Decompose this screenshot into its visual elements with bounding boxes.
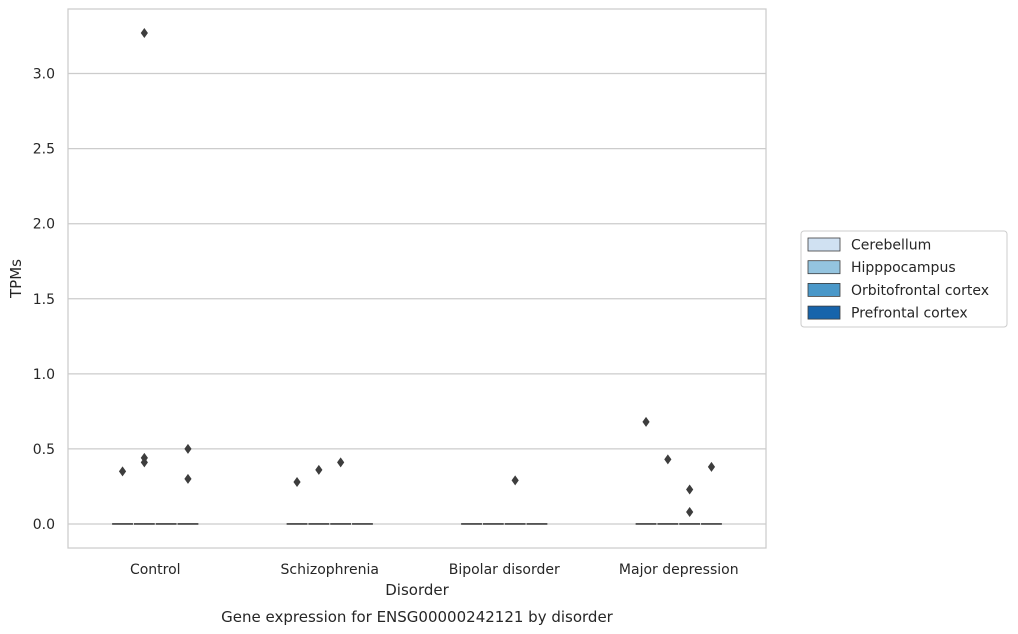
- x-tick-label: Control: [130, 562, 181, 578]
- outlier-point: [642, 416, 650, 427]
- outlier-point: [118, 466, 127, 477]
- legend: Cerebellum Hipppocampus Orbitofrontal cort…: [800, 230, 1008, 328]
- outlier-point: [707, 461, 716, 472]
- y-tick-label: 0.0: [33, 517, 55, 533]
- y-tick-label: 1.5: [33, 292, 55, 308]
- legend-label: Prefrontal cortex: [851, 306, 968, 322]
- x-tick-label: Bipolar disorder: [449, 562, 560, 578]
- y-tick-label: 1.0: [33, 367, 55, 383]
- x-axis-title: Disorder: [385, 581, 449, 599]
- legend-swatch: [807, 282, 841, 297]
- x-tick-label: Schizophrenia: [281, 562, 379, 578]
- legend-swatch: [807, 237, 841, 252]
- outlier-layer: [118, 28, 716, 517]
- y-axis-title: TPMs: [7, 259, 25, 299]
- legend-label: Hipppocampus: [851, 260, 956, 276]
- plot-frame: [67, 8, 767, 549]
- y-tick-label: 2.5: [33, 142, 55, 158]
- legend-swatch: [807, 305, 841, 320]
- outlier-point: [140, 452, 148, 463]
- outlier-point: [664, 454, 672, 465]
- y-tick-label: 0.5: [33, 442, 55, 458]
- outlier-point: [511, 475, 519, 486]
- y-tick-label: 2.0: [33, 217, 55, 233]
- legend-label: Cerebellum: [851, 238, 931, 254]
- x-tick-labels: Control Schizophrenia Bipolar disorder Majo…: [130, 562, 739, 578]
- outlier-point: [337, 457, 345, 468]
- y-tick-label: 3.0: [33, 67, 55, 83]
- outlier-point: [293, 476, 301, 487]
- grid-lines: [68, 72, 766, 525]
- x-tick-label: Major depression: [619, 562, 739, 578]
- outlier-point: [686, 484, 694, 495]
- legend-label: Orbitofrontal cortex: [851, 283, 989, 299]
- outlier-point: [184, 443, 192, 454]
- y-tick-labels: 0.0 0.5 1.0 1.5 2.0 2.5 3.0: [33, 67, 55, 533]
- outlier-point: [686, 506, 694, 517]
- chart-title: Gene expression for ENSG00000242121 by d…: [221, 608, 614, 626]
- outlier-point: [140, 28, 148, 39]
- outlier-point: [315, 464, 323, 475]
- legend-swatch: [807, 260, 841, 275]
- outlier-point: [184, 473, 192, 484]
- legend-frame: [800, 230, 1008, 328]
